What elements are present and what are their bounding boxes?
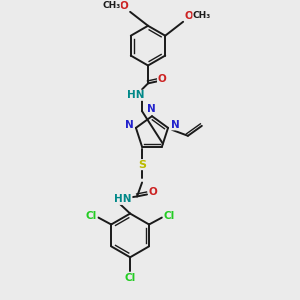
Text: CH₃: CH₃ <box>193 11 211 20</box>
Text: HN: HN <box>114 194 132 204</box>
Text: O: O <box>148 188 158 197</box>
Text: N: N <box>171 120 179 130</box>
Text: CH₃: CH₃ <box>102 2 120 10</box>
Text: O: O <box>158 74 166 84</box>
Text: HN: HN <box>127 90 145 100</box>
Text: O: O <box>185 11 194 21</box>
Text: N: N <box>124 120 133 130</box>
Text: Cl: Cl <box>124 273 136 283</box>
Text: S: S <box>138 160 146 170</box>
Text: N: N <box>147 104 155 114</box>
Text: O: O <box>120 1 128 11</box>
Text: Cl: Cl <box>163 211 175 220</box>
Text: Cl: Cl <box>86 211 97 220</box>
